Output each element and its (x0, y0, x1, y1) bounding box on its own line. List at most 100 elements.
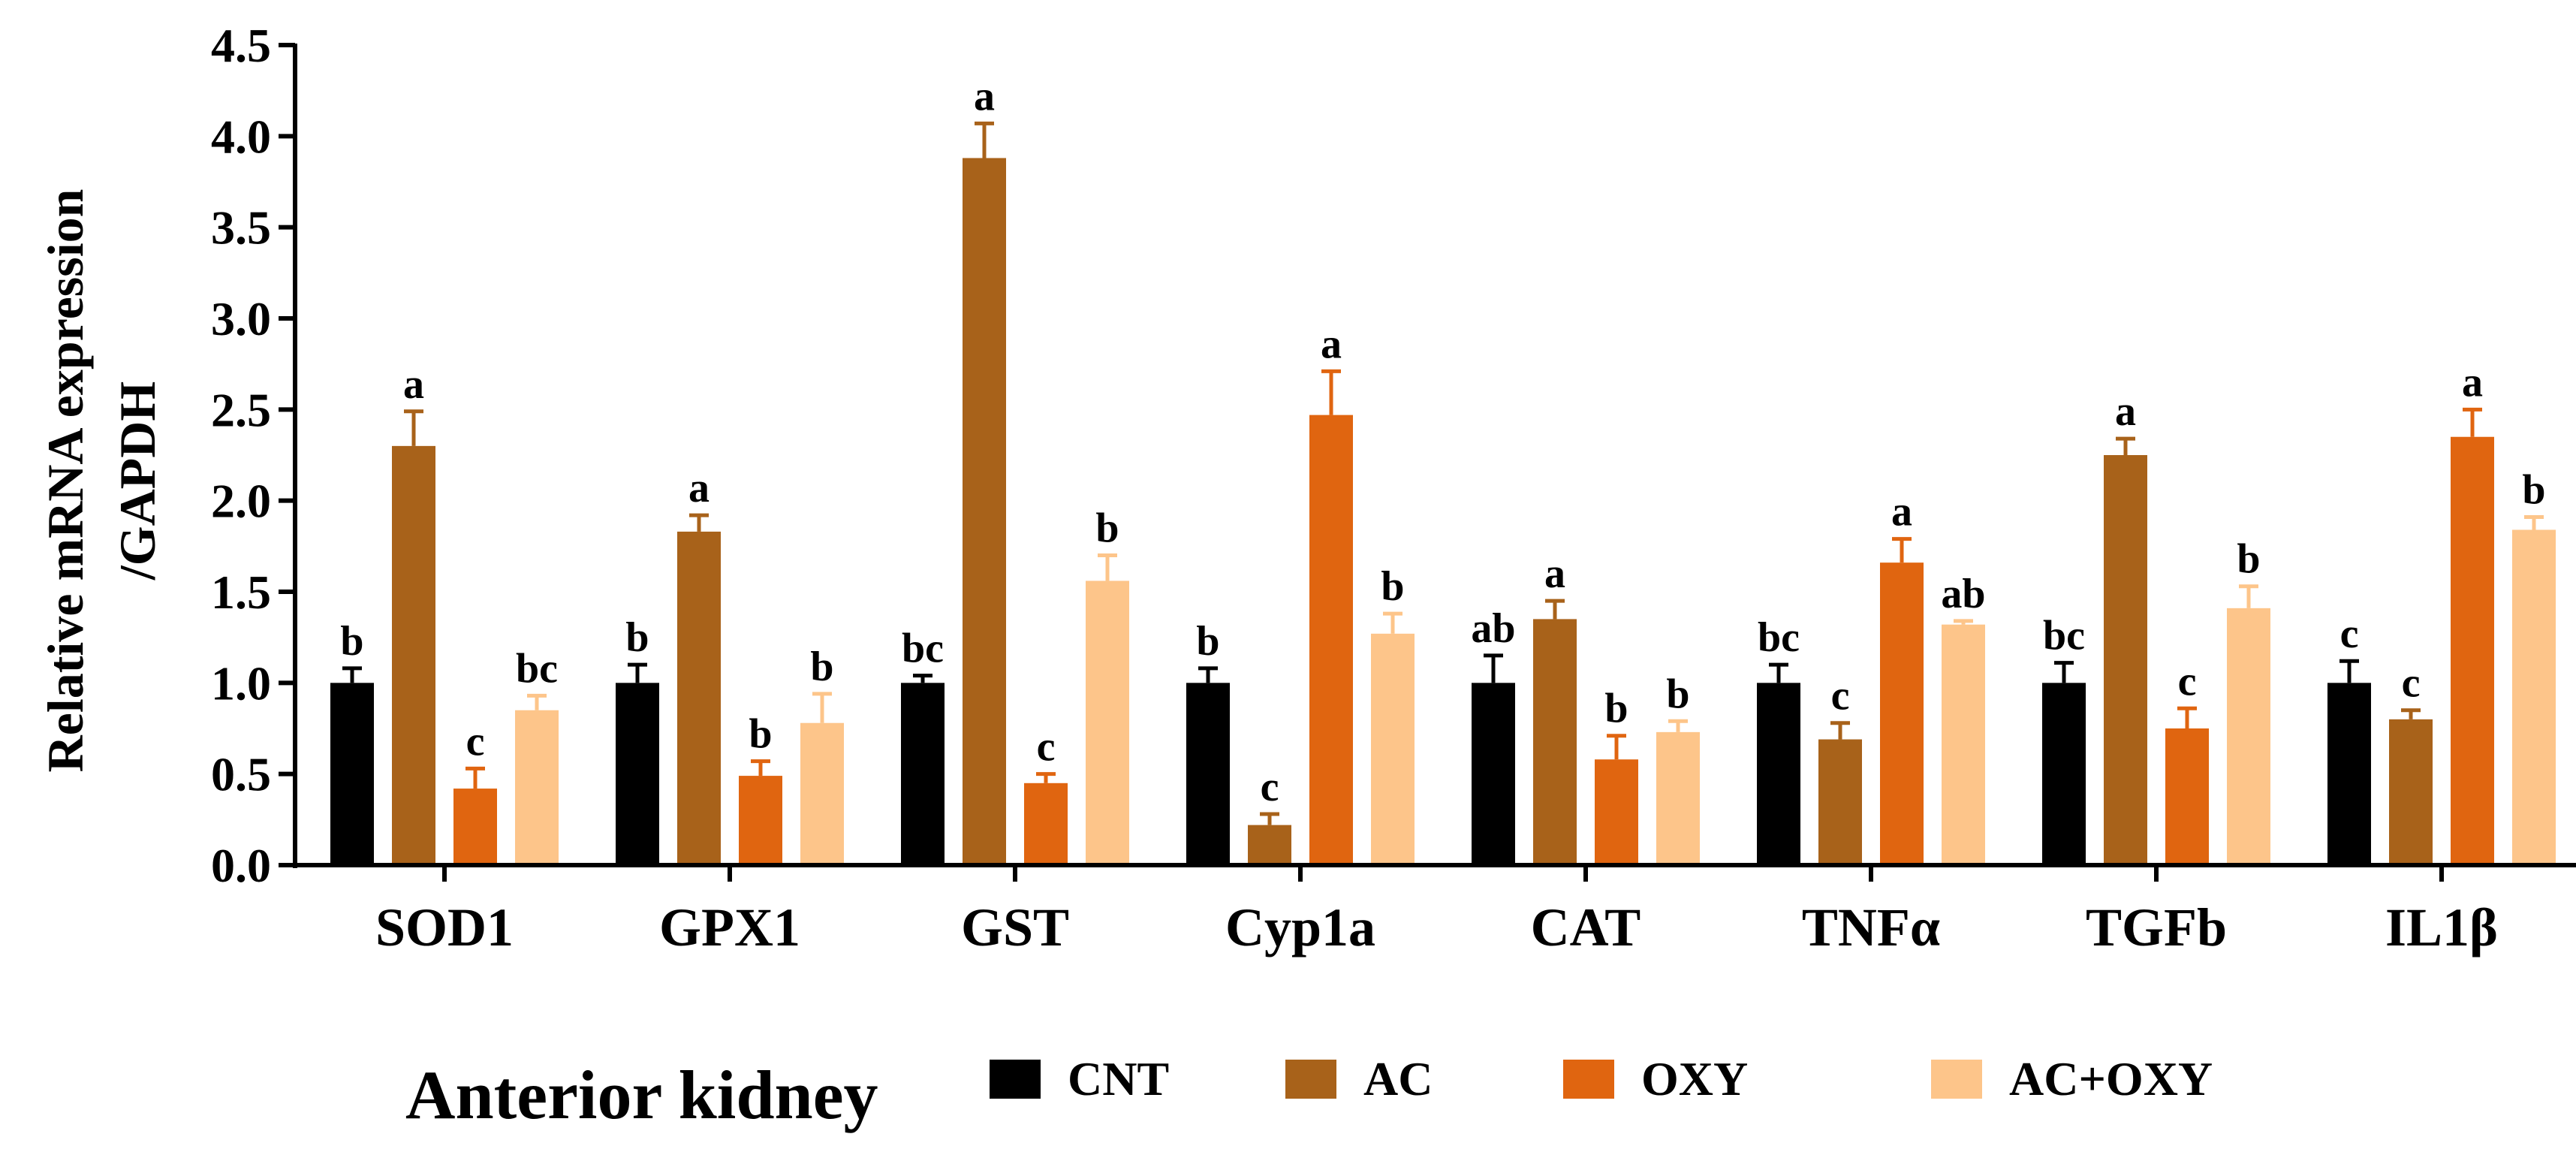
x-tick-label: SOD1 (375, 897, 514, 957)
y-tick-label: 3.5 (211, 201, 271, 255)
bar (2389, 719, 2433, 865)
significance-letter: b (810, 644, 833, 690)
bar (1595, 759, 1638, 865)
significance-letter: c (2402, 660, 2421, 707)
bar (1024, 783, 1068, 865)
significance-letter: a (1544, 550, 1565, 597)
x-tick-label: Cyp1a (1225, 897, 1375, 957)
significance-letter: c (2178, 658, 2197, 704)
significance-letter: bc (2043, 613, 2085, 659)
x-axis: SOD1 GPX1 GST Cyp1a CAT TNFα TGFb IL1β (293, 863, 2576, 957)
bar (901, 683, 945, 865)
significance-letter: c (1261, 764, 1279, 810)
bar (1757, 683, 1800, 865)
bar (392, 445, 435, 865)
y-tick-label: 4.5 (211, 19, 271, 72)
bar (2451, 436, 2494, 865)
y-tick-label: 1.5 (211, 565, 271, 619)
legend-swatch (1285, 1060, 1336, 1099)
significance-letter: b (1666, 671, 1689, 717)
bar (1533, 619, 1577, 865)
significance-letter: c (2340, 611, 2359, 657)
bar (1942, 624, 1985, 865)
y-tick-label: 3.0 (211, 292, 271, 345)
bar (1371, 633, 1415, 865)
bar (1818, 739, 1862, 865)
bar (2227, 608, 2270, 865)
bar (1472, 683, 1515, 865)
legend-item: OXY (1563, 1052, 1748, 1105)
significance-letter: ab (1471, 605, 1515, 652)
legend-swatch (1931, 1060, 1982, 1099)
legend-swatch (1563, 1060, 1614, 1099)
significance-letter: bc (902, 626, 944, 672)
significance-letter: b (625, 614, 649, 661)
significance-letter: c (1037, 724, 1056, 770)
significance-letter: a (2462, 359, 2483, 406)
significance-letter: b (340, 618, 363, 665)
significance-letter: c (466, 718, 485, 764)
bar (2104, 455, 2147, 865)
x-tick-label: CAT (1531, 897, 1641, 957)
significance-letter: b (2522, 467, 2545, 514)
legend: CNT AC OXY AC+OXY (990, 1052, 2213, 1105)
significance-letter: bc (516, 645, 558, 692)
bar (1248, 825, 1291, 865)
legend-item: AC+OXY (1931, 1052, 2213, 1105)
significance-letter: b (1604, 686, 1628, 732)
significance-letter: b (2237, 536, 2260, 583)
significance-letter: a (2115, 388, 2136, 435)
legend-label: AC+OXY (2009, 1052, 2213, 1105)
significance-letter: c (1831, 673, 1850, 719)
y-tick-label: 2.0 (211, 475, 271, 528)
significance-letter: ab (1941, 571, 1985, 617)
legend-item: CNT (990, 1052, 1169, 1105)
bar (616, 683, 659, 865)
legend-label: OXY (1641, 1052, 1748, 1105)
bar (2512, 529, 2556, 865)
bar (1086, 581, 1129, 865)
significance-letter: a (1891, 489, 1912, 535)
bar (1186, 683, 1230, 865)
y-axis-label: Relative mRNA expression /GAPDH (37, 189, 166, 773)
x-tick-label: TGFb (2086, 897, 2227, 957)
bar (330, 683, 374, 865)
y-tick-label: 2.5 (211, 383, 271, 436)
significance-letter: b (1095, 505, 1119, 551)
legend-swatch (990, 1060, 1041, 1099)
bar (1656, 731, 1700, 865)
legend-label: AC (1363, 1052, 1433, 1105)
x-tick-label: TNFα (1802, 897, 1940, 957)
bar (677, 531, 721, 865)
bar (2042, 683, 2086, 865)
x-tick-label: IL1β (2385, 897, 2498, 957)
bar (800, 722, 844, 865)
significance-letter: a (688, 465, 710, 511)
y-axis-label-line2: /GAPDH (109, 381, 166, 581)
y-axis-label-line1: Relative mRNA expression (37, 189, 94, 773)
x-tick-label: GST (961, 897, 1069, 957)
significance-letter: bc (1758, 614, 1800, 661)
bar (2165, 728, 2209, 865)
legend-label: CNT (1068, 1052, 1169, 1105)
y-tick-label: 1.0 (211, 656, 271, 710)
significance-letter: a (1321, 321, 1342, 367)
significance-letter: b (749, 711, 772, 758)
bar (2327, 683, 2371, 865)
bar (963, 158, 1006, 865)
significance-letter: b (1196, 618, 1219, 665)
y-tick-label: 0.5 (211, 748, 271, 801)
y-tick-label: 4.0 (211, 110, 271, 163)
significance-letter: b (1381, 563, 1404, 610)
legend-item: AC (1285, 1052, 1433, 1105)
significance-letter: a (403, 361, 424, 408)
bar (453, 789, 497, 865)
significance-letter: a (974, 73, 995, 119)
x-tick-label: GPX1 (659, 897, 800, 957)
bar (1880, 562, 1924, 865)
bar (515, 710, 559, 865)
y-axis: 0.0 0.5 1.0 1.5 2.0 2.5 3.0 3.5 4.0 4.5 (211, 19, 297, 892)
bar (739, 776, 782, 865)
